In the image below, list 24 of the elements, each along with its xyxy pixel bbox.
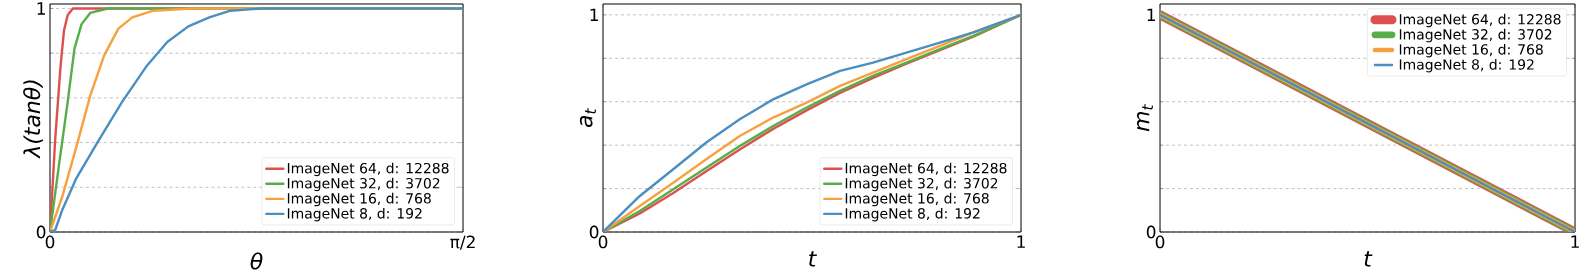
- legend-label: ImageNet 8, d: 192: [845, 207, 980, 222]
- legend-label: ImageNet 32, d: 3702: [287, 177, 440, 192]
- legend-label: ImageNet 16, d: 768: [1399, 43, 1543, 58]
- legend-label: ImageNet 16, d: 768: [845, 192, 989, 207]
- x-tick-label: π/2: [450, 235, 475, 250]
- x-axis-title: t: [809, 251, 817, 267]
- x-axis-title: θ: [250, 252, 263, 270]
- x-tick-label: 0: [1155, 235, 1165, 249]
- x-tick-label: 0: [45, 235, 55, 249]
- x-tick-label: 1: [1017, 235, 1025, 248]
- x-tick-label: 0: [598, 235, 608, 249]
- legend-label: ImageNet 64, d: 12288: [845, 162, 1007, 177]
- legend-label: ImageNet 8, d: 192: [287, 207, 422, 222]
- x-tick-label: 1: [1571, 235, 1579, 248]
- y-axis-title: a$_{t}$: [579, 108, 596, 128]
- legend-label: ImageNet 64, d: 12288: [287, 162, 449, 177]
- legend-label: ImageNet 64, d: 12288: [1399, 13, 1561, 28]
- legend-label: ImageNet 32, d: 3702: [845, 177, 998, 192]
- legend-label: ImageNet 32, d: 3702: [1399, 28, 1552, 43]
- x-axis-title: t: [1364, 251, 1373, 267]
- y-axis-title: m$_{t}$: [1136, 104, 1153, 132]
- legend-label: ImageNet 8, d: 192: [1399, 58, 1534, 73]
- y-axis-title: λ(tanθ): [23, 80, 43, 159]
- legend-label: ImageNet 16, d: 768: [287, 192, 431, 207]
